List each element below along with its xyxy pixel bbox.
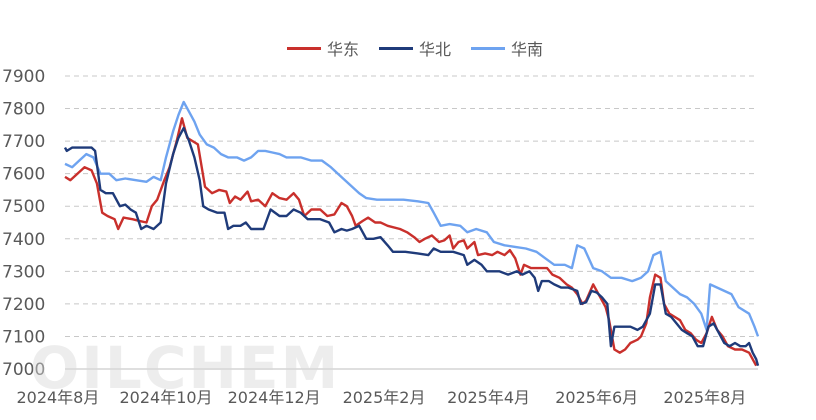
x-tick-label: 2024年10月 xyxy=(119,388,212,407)
legend-label-east: 华东 xyxy=(327,40,360,59)
legend-item-north: 华北 xyxy=(379,36,451,60)
x-tick-label: 2024年8月 xyxy=(16,388,99,407)
watermark-text: OILCHEM xyxy=(30,334,340,402)
x-tick-label: 2025年8月 xyxy=(663,388,746,407)
x-tick-label: 2025年4月 xyxy=(447,388,530,407)
x-tick-label: 2025年6月 xyxy=(555,388,638,407)
y-tick-label: 7200 xyxy=(2,295,45,315)
gridlines xyxy=(65,75,758,370)
y-tick-label: 7600 xyxy=(2,165,45,185)
series-line-2 xyxy=(64,100,760,337)
y-tick-label: 7800 xyxy=(2,100,45,120)
y-axis-ticks: 7000 7100 7200 7300 7400 7500 7600 7700 7800 7900 xyxy=(2,67,45,380)
legend-label-north: 华北 xyxy=(419,40,452,59)
legend-label-south: 华南 xyxy=(511,40,544,59)
legend-swatch-south xyxy=(471,46,506,50)
y-tick-label: 7400 xyxy=(2,230,45,250)
y-tick-label: 7300 xyxy=(2,262,45,282)
legend-swatch-north xyxy=(379,46,414,50)
x-tick-label: 2024年12月 xyxy=(228,388,321,407)
series-line-1 xyxy=(63,126,760,367)
series-line-0 xyxy=(64,117,758,367)
legend-item-south: 华南 xyxy=(471,36,543,60)
y-tick-label: 7500 xyxy=(2,197,45,217)
y-tick-label: 7900 xyxy=(2,67,45,87)
series-lines xyxy=(63,100,760,367)
legend-item-east: 华东 xyxy=(287,36,359,60)
x-tick-label: 2025年2月 xyxy=(343,388,426,407)
y-tick-label: 7100 xyxy=(2,327,45,347)
x-axis-ticks: 2024年8月 2024年10月 2024年12月 2025年2月 2025年4月 202… xyxy=(16,388,746,407)
y-tick-label: 7000 xyxy=(2,360,45,380)
legend: 华东 华北 华南 xyxy=(287,36,543,60)
legend-swatch-east xyxy=(287,46,321,50)
y-tick-label: 7700 xyxy=(2,132,45,152)
